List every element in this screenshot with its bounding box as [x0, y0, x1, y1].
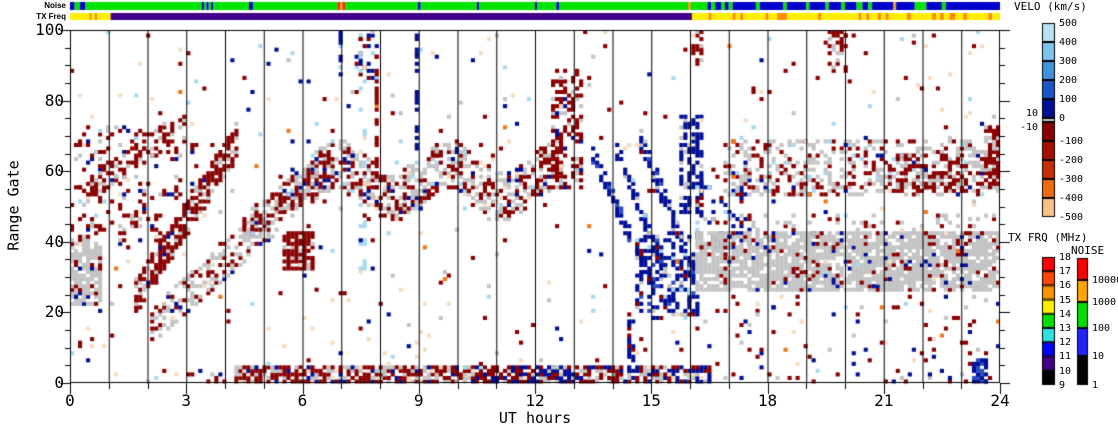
x-tick-label: 12	[525, 391, 545, 410]
txfrq-scale-label: 11	[1059, 351, 1072, 363]
velo-scale-label: 200	[1059, 75, 1078, 86]
velo-scale-label: 0	[1059, 113, 1066, 124]
velo-scale-label: -300	[1059, 174, 1084, 185]
x-tick-label: 6	[297, 391, 308, 410]
velo-inner-label: -10	[1019, 122, 1038, 133]
txfrq-scale-label: 10	[1059, 365, 1072, 377]
velo-scale-label: -200	[1059, 155, 1084, 166]
velo-scale-label: 500	[1059, 18, 1078, 29]
y-tick-label: 60	[44, 161, 64, 181]
velo-scale-label: -100	[1059, 136, 1084, 147]
txfrq-scale-label: 12	[1059, 337, 1072, 349]
noise-strip-label: Noise	[44, 1, 66, 10]
x-tick-label: 3	[181, 391, 192, 410]
noise-colorbar-title: NOISE	[1071, 244, 1105, 257]
y-tick-label: 100	[35, 20, 64, 39]
velo-colorbar-title: VELO (km/s)	[1014, 0, 1087, 13]
noise-scale-label: 1	[1092, 380, 1099, 391]
noise-scale-label: 10000	[1092, 275, 1118, 286]
x-tick-label: 0	[65, 391, 75, 410]
x-tick-label: 9	[413, 391, 424, 410]
y-tick-label: 0	[54, 373, 64, 392]
velo-scale-label: -500	[1059, 212, 1084, 223]
txfrq-scale-label: 13	[1059, 323, 1072, 334]
txfrq-scale-label: 17	[1059, 266, 1072, 278]
txfrq-colorbar-title: TX FRQ (MHz)	[1008, 231, 1088, 244]
velo-scale-label: -400	[1059, 193, 1084, 204]
txfrq-scale-label: 15	[1059, 294, 1072, 306]
velo-scale-label: 100	[1059, 94, 1078, 105]
txfrq-scale-label: 16	[1059, 280, 1072, 292]
noise-scale-label: 10	[1092, 351, 1105, 362]
velo-scale-label: 300	[1059, 56, 1078, 67]
y-tick-label: 20	[44, 302, 64, 322]
txfrq-scale-label: 14	[1059, 308, 1072, 320]
x-tick-label: 21	[874, 391, 894, 410]
x-axis-title: UT hours	[498, 409, 572, 427]
x-tick-label: 18	[757, 391, 778, 410]
velo-scale-label: 400	[1059, 37, 1078, 48]
txfreq-strip-label: TX Freq	[36, 12, 66, 21]
y-tick-label: 80	[44, 90, 64, 110]
txfrq-scale-label: 18	[1059, 252, 1072, 263]
y-tick-label: 40	[44, 231, 64, 251]
noise-scale-label: 1000	[1092, 297, 1117, 308]
x-tick-label: 15	[641, 391, 661, 410]
txfrq-scale-label: 9	[1059, 379, 1066, 391]
x-tick-label: 24	[990, 391, 1010, 410]
velo-inner-label: 10	[1025, 108, 1038, 119]
noise-scale-label: 100	[1092, 323, 1111, 334]
